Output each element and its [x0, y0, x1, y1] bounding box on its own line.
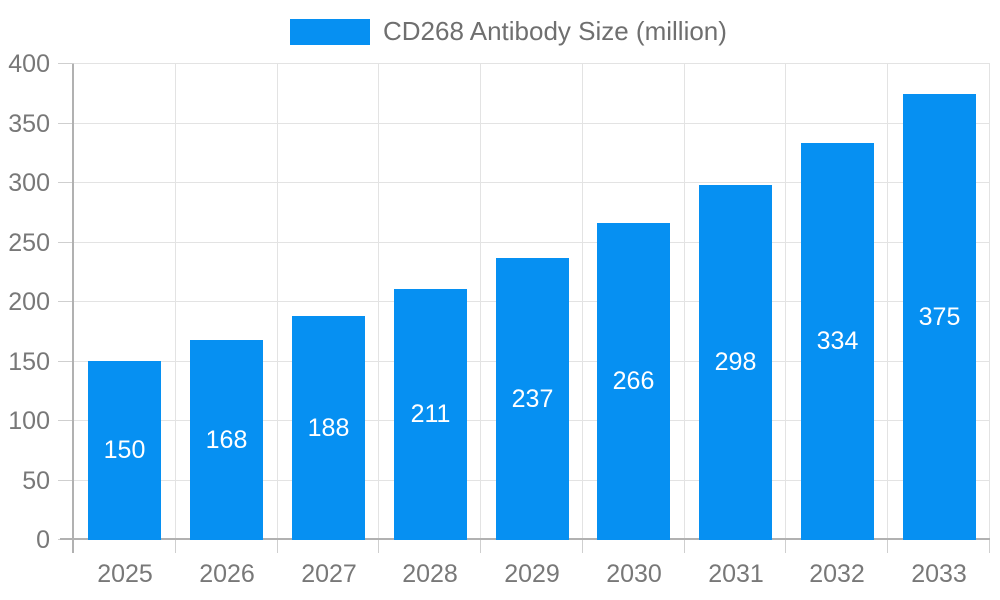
x-axis-tick	[785, 540, 786, 553]
v-gridline	[480, 64, 481, 540]
y-axis-label: 100	[8, 407, 50, 435]
bar-value-label: 298	[714, 348, 757, 376]
bar-2027[interactable]: 188	[292, 316, 365, 540]
y-axis-label: 350	[8, 110, 50, 138]
x-axis-label: 2028	[402, 560, 458, 588]
bar-value-label: 211	[410, 400, 451, 428]
y-axis-label: 250	[8, 229, 50, 257]
h-gridline	[74, 123, 990, 124]
bar-value-label: 168	[205, 425, 248, 454]
bar-2030[interactable]: 266	[597, 223, 670, 540]
y-axis-tick	[58, 480, 74, 481]
x-axis-label: 2025	[97, 560, 153, 588]
legend-label: CD268 Antibody Size (million)	[383, 16, 727, 46]
bar-2028[interactable]: 211	[394, 289, 467, 540]
x-axis-label: 2032	[809, 560, 865, 588]
h-gridline	[74, 182, 990, 183]
x-axis-tick	[989, 540, 990, 553]
bar-2033[interactable]: 375	[903, 94, 976, 540]
x-axis-label: 2027	[301, 560, 357, 588]
legend-swatch-icon	[290, 18, 370, 45]
v-gridline	[582, 64, 583, 540]
x-axis-tick	[684, 540, 685, 553]
bar-2029[interactable]: 237	[496, 258, 569, 540]
x-axis-label: 2033	[911, 560, 967, 588]
y-axis-tick	[58, 420, 74, 421]
bar-value-label: 150	[103, 436, 146, 464]
v-gridline	[989, 64, 990, 540]
v-gridline	[887, 64, 888, 540]
h-gridline	[74, 242, 990, 243]
bar-value-label: 334	[816, 327, 859, 355]
v-gridline	[684, 64, 685, 540]
legend[interactable]: CD268 Antibody Size (million)	[290, 16, 727, 46]
y-axis-label: 150	[8, 348, 50, 376]
y-axis-label: 300	[8, 169, 50, 197]
y-axis-label: 50	[22, 467, 50, 495]
x-axis-label: 2030	[606, 560, 662, 588]
x-axis-tick	[277, 540, 278, 553]
v-gridline	[378, 64, 379, 540]
x-axis-tick	[378, 540, 379, 553]
bar-value-label: 188	[307, 413, 350, 442]
x-axis-tick	[582, 540, 583, 553]
v-gridline	[175, 64, 176, 540]
y-axis-line	[72, 64, 74, 553]
bar-value-label: 375	[918, 302, 961, 331]
y-axis-label: 200	[8, 288, 50, 316]
y-axis-tick	[58, 361, 74, 362]
x-axis-label: 2029	[504, 560, 560, 588]
v-gridline	[277, 64, 278, 540]
x-axis-label: 2031	[708, 560, 764, 588]
bar-2025[interactable]: 150	[88, 361, 161, 540]
bar-value-label: 266	[612, 367, 655, 395]
v-gridline	[785, 64, 786, 540]
x-axis-tick	[887, 540, 888, 553]
bar-2032[interactable]: 334	[801, 143, 874, 540]
bar-2026[interactable]: 168	[190, 340, 263, 540]
y-axis-tick	[58, 123, 74, 124]
y-axis-label: 0	[36, 526, 50, 554]
x-axis-tick	[175, 540, 176, 553]
y-axis-tick	[58, 301, 74, 302]
h-gridline	[74, 63, 990, 64]
y-axis-tick	[58, 242, 74, 243]
bar-2031[interactable]: 298	[699, 185, 772, 540]
x-axis-label: 2026	[199, 560, 255, 588]
bar-value-label: 237	[511, 384, 554, 413]
x-axis-tick	[480, 540, 481, 553]
y-axis-label: 400	[8, 50, 50, 78]
y-axis-tick	[58, 63, 74, 64]
y-axis-tick	[58, 182, 74, 183]
